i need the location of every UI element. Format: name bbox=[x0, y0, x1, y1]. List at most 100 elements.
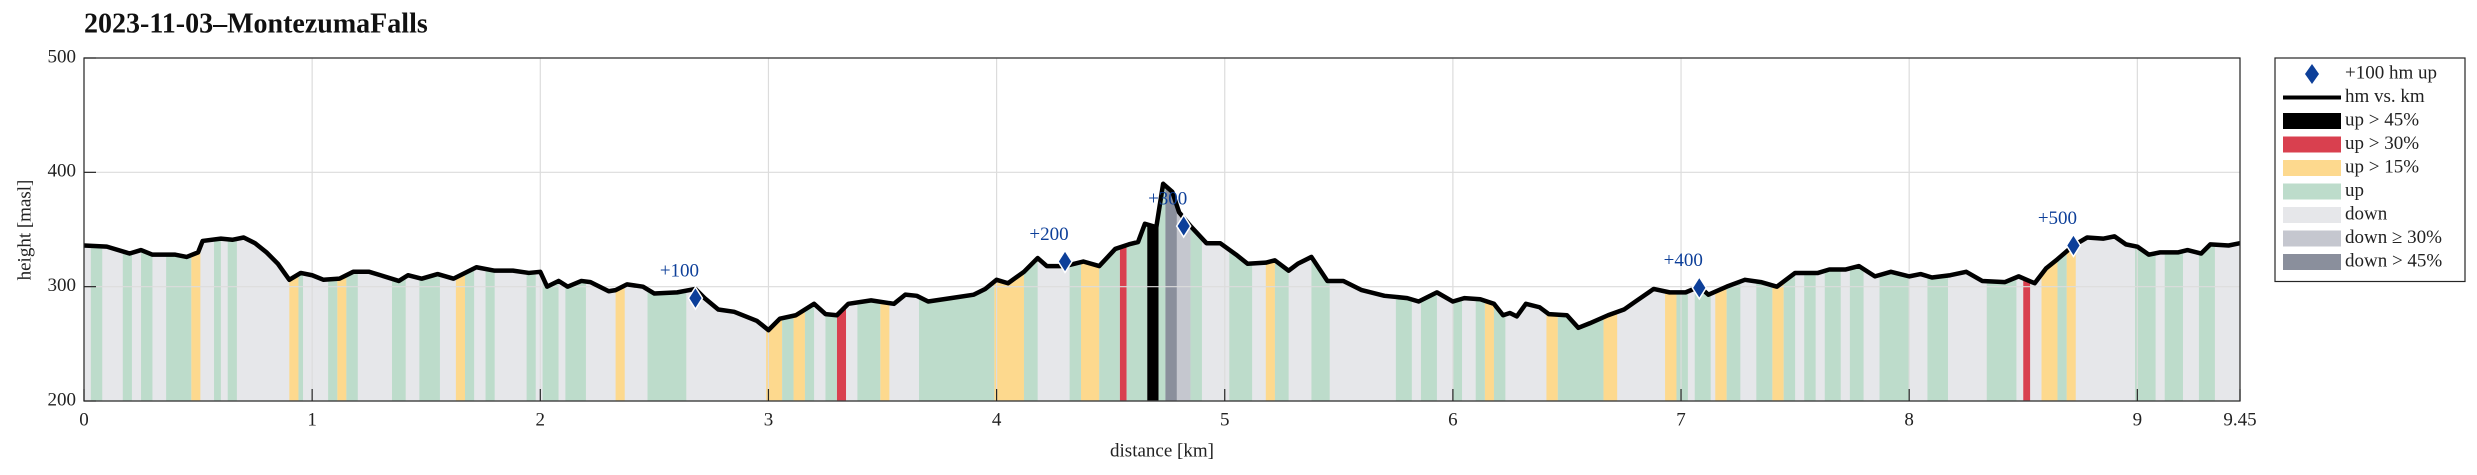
legend-label: up > 45% bbox=[2345, 109, 2419, 130]
legend-swatch bbox=[2283, 230, 2341, 247]
gradient-band bbox=[1081, 183, 1100, 401]
gradient-band bbox=[1119, 183, 1127, 401]
legend-swatch bbox=[2283, 136, 2341, 153]
gradient-band bbox=[647, 183, 687, 401]
gradient-band bbox=[565, 183, 586, 401]
gradient-band bbox=[2164, 183, 2183, 401]
gradient-band bbox=[1395, 183, 1412, 401]
gradient-band bbox=[1493, 183, 1506, 401]
gradient-band bbox=[1147, 183, 1159, 401]
gradient-band bbox=[2041, 183, 2058, 401]
gradient-band bbox=[1824, 183, 1841, 401]
marker-label: +300 bbox=[1148, 188, 1187, 209]
marker-label: +400 bbox=[1664, 250, 1703, 271]
gradient-band bbox=[1557, 183, 1604, 401]
gradient-band bbox=[919, 183, 995, 401]
gradient-band bbox=[214, 183, 221, 401]
gradient-band bbox=[1176, 183, 1191, 401]
y-tick-label: 400 bbox=[48, 161, 77, 182]
gradient-band bbox=[1274, 183, 1289, 401]
gradient-band bbox=[1715, 183, 1727, 401]
x-tick-label: 9.45 bbox=[2223, 409, 2256, 430]
gradient-band bbox=[1603, 183, 1618, 401]
gradient-band bbox=[1420, 183, 1437, 401]
gradient-band bbox=[1229, 183, 1253, 401]
gradient-band bbox=[2135, 183, 2156, 401]
legend-swatch bbox=[2283, 254, 2341, 270]
legend-swatch bbox=[2283, 207, 2341, 223]
gradient-band bbox=[227, 183, 237, 401]
gradient-band bbox=[542, 183, 559, 401]
legend-label: up bbox=[2345, 180, 2364, 201]
gradient-band bbox=[141, 183, 153, 401]
legend-label: down > 45% bbox=[2345, 250, 2442, 271]
x-tick-label: 5 bbox=[1220, 409, 1230, 430]
y-tick-label: 500 bbox=[48, 46, 77, 67]
gradient-band bbox=[1879, 183, 1910, 401]
marker bbox=[1175, 213, 1192, 239]
gradient-band bbox=[1165, 183, 1177, 401]
gradient-band bbox=[1726, 183, 1741, 401]
gradient-band bbox=[346, 183, 358, 401]
gradient-band bbox=[615, 183, 625, 401]
x-axis-label: distance [km] bbox=[1110, 440, 1214, 461]
gradient-band bbox=[1665, 183, 1677, 401]
chart-title: 2023-11-03–MontezumaFalls bbox=[84, 8, 428, 39]
profile-line bbox=[83, 181, 2241, 333]
x-tick-label: 9 bbox=[2133, 409, 2143, 430]
y-axis-label: height [masl] bbox=[14, 180, 35, 281]
x-tick-label: 1 bbox=[307, 409, 317, 430]
gradient-band bbox=[455, 183, 466, 401]
legend-label: down ≥ 30% bbox=[2345, 227, 2442, 248]
legend-label: +100 hm up bbox=[2345, 62, 2437, 83]
gradient-band bbox=[328, 183, 338, 401]
x-tick-label: 3 bbox=[764, 409, 774, 430]
legend-swatch bbox=[2283, 160, 2341, 176]
gradient-band bbox=[1849, 183, 1864, 401]
x-tick-label: 4 bbox=[992, 409, 1002, 430]
gradient-band bbox=[1311, 183, 1330, 401]
gradient-band bbox=[1694, 183, 1711, 401]
marker bbox=[1057, 249, 1073, 274]
gradient-band bbox=[485, 183, 495, 401]
legend-swatch bbox=[2283, 183, 2341, 200]
gradient-band bbox=[1452, 183, 1463, 401]
gradient-band bbox=[1927, 183, 1948, 401]
x-tick-label: 2 bbox=[536, 409, 546, 430]
gradient-band bbox=[1756, 183, 1773, 401]
gradient-band bbox=[880, 183, 890, 401]
gradient-band bbox=[825, 183, 837, 401]
gradient-band bbox=[337, 183, 347, 401]
legend-label: up > 15% bbox=[2345, 156, 2419, 177]
legend-swatch bbox=[2283, 113, 2341, 129]
gradient-band bbox=[1475, 183, 1485, 401]
gradient-band bbox=[289, 183, 299, 401]
gradient-band bbox=[122, 183, 132, 401]
x-tick-label: 6 bbox=[1448, 409, 1458, 430]
gradient-band bbox=[465, 183, 475, 401]
gradient-band bbox=[1484, 183, 1494, 401]
gradient-band bbox=[1804, 183, 1816, 401]
legend-label: hm vs. km bbox=[2345, 86, 2425, 107]
y-tick-label: 300 bbox=[48, 275, 77, 296]
gradient-band bbox=[90, 183, 103, 401]
gradient-band bbox=[1772, 183, 1784, 401]
legend-marker bbox=[2305, 64, 2319, 84]
gradient-band bbox=[793, 183, 805, 401]
x-tick-label: 8 bbox=[1904, 409, 1914, 430]
gradient-band bbox=[191, 183, 201, 401]
marker-label: +200 bbox=[1029, 224, 1068, 245]
gradient-band bbox=[1986, 183, 2017, 401]
gradient-band bbox=[526, 183, 536, 401]
gradient-band bbox=[1265, 183, 1275, 401]
marker-label: +500 bbox=[2038, 208, 2077, 229]
gradient-band bbox=[1783, 183, 1796, 401]
gradient-band bbox=[1099, 183, 1120, 401]
gradient-band bbox=[166, 183, 192, 401]
marker bbox=[2065, 233, 2082, 258]
marker bbox=[1691, 275, 1708, 301]
y-tick-label: 200 bbox=[48, 389, 77, 410]
gradient-band bbox=[1190, 183, 1202, 401]
